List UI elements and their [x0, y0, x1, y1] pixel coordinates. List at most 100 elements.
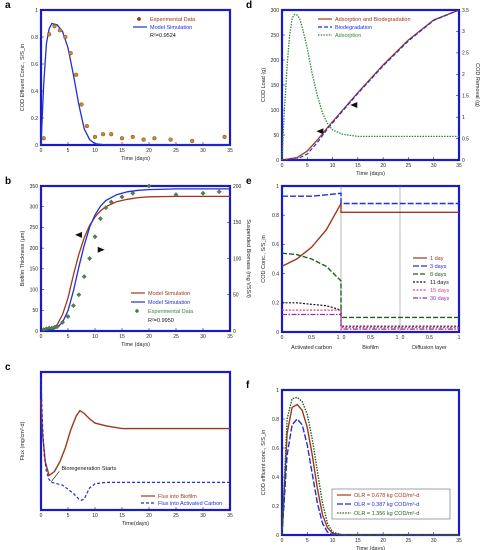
- biofilm-line-b: [40, 195, 230, 332]
- x-axis-label-d: Time (days): [356, 171, 385, 177]
- data-point-a: [109, 132, 114, 137]
- legend-label-e-0: 1 day: [430, 256, 444, 262]
- x-tick-label-f: 25: [406, 538, 412, 544]
- profile-line-e-2: [281, 252, 459, 319]
- x-tick-label-d: 30: [431, 163, 437, 169]
- profile-line-e-3: [282, 302, 459, 327]
- legend-label-e-4: 15 days: [430, 288, 450, 294]
- y-axis-label-a: COD Effluent Conc., S/S_in: [20, 44, 26, 111]
- segment-label-e: Biofilm: [362, 345, 379, 351]
- x-tick-label-d: 20: [380, 163, 386, 169]
- adsorption-line-d: [281, 13, 459, 161]
- panel-label-a: a: [5, 0, 11, 11]
- legend-label-b-exp: Experimental Data: [148, 309, 194, 315]
- y-right-tick-label-d: 2.5: [462, 51, 469, 57]
- y-tick-label-b: 0: [35, 329, 38, 335]
- x-tick-label-f: 15: [355, 538, 361, 544]
- data-point-b: [54, 324, 60, 330]
- data-point-a: [168, 137, 173, 142]
- panel-label-d: d: [246, 0, 252, 11]
- data-point-a: [57, 28, 62, 33]
- legend-label-b-r2: R²=0.9950: [148, 318, 174, 324]
- plot-frame-a: [39, 8, 232, 147]
- legend-label-b-model1: Model Simulation: [148, 291, 190, 297]
- panel-label-b: b: [5, 176, 11, 187]
- y-tick-label-f: 0.8: [272, 417, 279, 423]
- x-tick-label-d: 35: [456, 163, 462, 169]
- data-point-b: [216, 189, 222, 195]
- y-tick-label-e: 0.2: [272, 301, 279, 307]
- x-tick-label-f: 35: [456, 538, 462, 544]
- x-tick-label-d: 0: [281, 163, 284, 169]
- x-tick-label-a: 30: [200, 148, 206, 154]
- plot-frame-f: [280, 388, 461, 537]
- y-tick-label-b: 350: [30, 184, 39, 190]
- x-tick-label-f: 0: [281, 538, 284, 544]
- x-tick-label-d: 25: [406, 163, 412, 169]
- y-right-tick-label-d: 0: [462, 158, 465, 164]
- y-tick-label-b: 150: [30, 267, 39, 273]
- annotation-arrow-c: [51, 471, 60, 482]
- y-tick-label-a: 1: [35, 8, 38, 14]
- y-tick-label-d: 250: [271, 33, 280, 39]
- y-tick-label-b: 250: [30, 225, 39, 231]
- data-point-a: [73, 72, 79, 77]
- legend-label-a-exp: Experimental Data: [150, 17, 196, 23]
- y-axis-label-c: Flux (mg/cm²·d): [20, 421, 26, 460]
- segment-tick-label-e: 0.5: [308, 335, 315, 341]
- panel-label-e: e: [246, 176, 252, 187]
- legend-label-e-2: 8 days: [430, 272, 446, 278]
- x-tick-label-c: 20: [146, 513, 152, 519]
- x-tick-label-a: 5: [67, 148, 70, 154]
- legend-label-f-1: OLR = 0.387 kg COD/m³-d: [354, 502, 419, 508]
- legend-label-c-carbon: Flux into Activated Carbon: [158, 501, 222, 507]
- data-point-a: [52, 24, 57, 29]
- data-point-b: [92, 234, 98, 240]
- plot-frame-b: [39, 184, 232, 333]
- legend-label-d-ads: Adsorption: [335, 33, 361, 39]
- data-point-b: [200, 190, 206, 196]
- y-tick-label-d: 50: [273, 133, 279, 139]
- segment-tick-label-e: 1: [396, 335, 399, 341]
- plot-frame-d: [280, 8, 461, 162]
- y-tick-label-d: 100: [271, 108, 280, 114]
- y-right-tick-label-d: 1: [462, 115, 465, 121]
- y-tick-label-b: 200: [30, 246, 39, 252]
- legend-label-e-3: 11 days: [430, 280, 449, 286]
- profile-line-e-5: [282, 313, 459, 330]
- y-tick-label-b: 100: [30, 287, 39, 293]
- data-point-a: [41, 136, 46, 141]
- x-axis-label-c: Time(days): [122, 521, 149, 527]
- segment-label-e: Activated carbon: [291, 345, 332, 351]
- annotation-c: Bioregeneration Starts: [62, 466, 117, 472]
- y-tick-label-d: 200: [271, 58, 280, 64]
- y-right-tick-label-b: 100: [233, 256, 242, 262]
- x-tick-label-b: 10: [92, 334, 98, 340]
- legend-label-d-ab: Adsorption and Biodegradation: [335, 17, 411, 23]
- data-point-b: [81, 274, 87, 280]
- legend-marker-a-exp: [137, 17, 141, 21]
- data-point-a: [46, 32, 52, 37]
- arrow-left-d: [316, 128, 324, 135]
- x-tick-label-f: 30: [431, 538, 437, 544]
- y-tick-label-f: 0.4: [272, 475, 279, 481]
- adsorption-biodeg-line-d: [281, 9, 460, 161]
- y-tick-label-e: 0.8: [272, 213, 279, 219]
- y-tick-label-d: 0: [276, 158, 279, 164]
- y-right-tick-label-b: 0: [233, 329, 236, 335]
- x-tick-label-f: 20: [380, 538, 386, 544]
- data-point-a: [63, 34, 68, 40]
- y-tick-label-f: 0.6: [272, 446, 279, 452]
- x-tick-label-c: 10: [92, 513, 98, 519]
- data-point-b: [65, 314, 71, 319]
- data-point-a: [141, 137, 146, 142]
- y-tick-label-f: 0: [276, 533, 279, 539]
- carbon-flux-line-c: [40, 378, 230, 501]
- legend-label-f-0: OLR = 0.678 kg COD/m³-d: [354, 493, 419, 499]
- y-tick-label-a: 0.4: [31, 89, 38, 95]
- panel-label-f: f: [246, 380, 250, 391]
- data-point-b: [103, 205, 109, 211]
- biofilm-flux-line-c: [40, 399, 230, 477]
- y-right-tick-label-b: 150: [233, 220, 242, 226]
- profile-line-e-0: [281, 200, 459, 267]
